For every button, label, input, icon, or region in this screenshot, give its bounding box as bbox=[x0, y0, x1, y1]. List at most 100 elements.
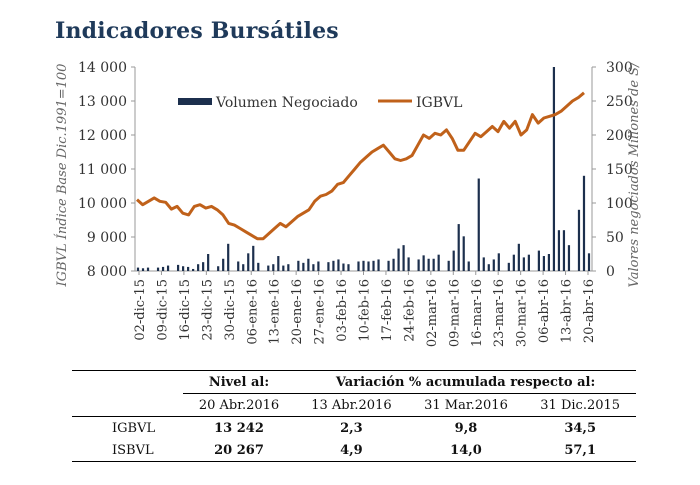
volume-bar bbox=[267, 265, 270, 271]
volume-bar bbox=[247, 253, 250, 271]
volume-bar bbox=[192, 268, 195, 271]
volume-bar bbox=[317, 261, 320, 271]
x-axis: 02-dic-15 09-dic-15 16-dic-15 23-dic-15 30-d… bbox=[133, 271, 597, 347]
volume-bar bbox=[567, 245, 571, 271]
x-tick-label: 09-mar-16 bbox=[447, 279, 462, 347]
volume-bar bbox=[492, 259, 495, 271]
volume-bar bbox=[557, 230, 561, 271]
volume-bar bbox=[176, 264, 180, 271]
volume-bar bbox=[427, 258, 430, 271]
y-right-tick-label: 0 bbox=[606, 264, 615, 280]
chart: 8 000 9 000 10 000 11 000 12 000 13 000 14 000… bbox=[54, 60, 642, 347]
volume-bar bbox=[272, 264, 275, 271]
x-tick-label: 23-dic-15 bbox=[200, 279, 215, 341]
volume-bar bbox=[187, 266, 190, 271]
volume-bar bbox=[422, 255, 425, 271]
x-tick-label: 24-feb-16 bbox=[402, 279, 417, 342]
volume-bar bbox=[552, 67, 556, 271]
x-tick-label: 10-feb-16 bbox=[358, 279, 373, 342]
volume-bar bbox=[166, 265, 170, 271]
volume-bar bbox=[577, 209, 581, 271]
x-tick-label: 09-dic-15 bbox=[155, 279, 170, 341]
y-left-tick-label: 11 000 bbox=[78, 162, 127, 178]
volume-bar bbox=[136, 267, 140, 271]
volume-bar bbox=[357, 261, 360, 271]
x-tick-label: 30-mar-16 bbox=[515, 279, 530, 347]
x-tick-label: 27-ene-16 bbox=[313, 279, 328, 345]
y-right-tick-label: 50 bbox=[606, 230, 624, 246]
chart-grid bbox=[134, 67, 593, 272]
volume-bar bbox=[457, 224, 460, 271]
volume-bar bbox=[252, 245, 255, 271]
volume-bar bbox=[562, 230, 566, 271]
igbvl-line bbox=[135, 91, 585, 241]
volume-bar bbox=[362, 260, 365, 271]
volume-bar bbox=[282, 265, 285, 271]
volume-bar bbox=[146, 267, 150, 271]
row-var-3: 34,5 bbox=[564, 420, 596, 436]
volume-bar bbox=[202, 262, 205, 271]
volume-bar bbox=[227, 243, 230, 271]
row-var-2: 9,8 bbox=[454, 420, 478, 436]
row-var-2: 14,0 bbox=[450, 442, 482, 458]
x-tick-label: 13-ene-16 bbox=[268, 279, 283, 345]
volume-bar bbox=[392, 258, 395, 271]
row-var-1: 4,9 bbox=[340, 442, 363, 458]
row-nivel: 13 242 bbox=[214, 420, 264, 436]
row-label: ISBVL bbox=[112, 442, 154, 458]
y-left-tick-label: 14 000 bbox=[78, 60, 127, 76]
volume-bar bbox=[302, 262, 305, 271]
volume-bar bbox=[487, 264, 490, 271]
row-label: IGBVL bbox=[112, 420, 156, 436]
legend: Volumen Negociado IGBVL bbox=[178, 95, 462, 111]
table-row: IGBVL 13 242 2,3 9,8 34,5 bbox=[72, 417, 636, 440]
volume-bar bbox=[312, 264, 315, 271]
x-tick-label: 03-feb-16 bbox=[335, 279, 350, 342]
x-tick-label: 30-dic-15 bbox=[223, 279, 238, 341]
volume-bar bbox=[547, 254, 551, 271]
volume-bar bbox=[242, 264, 245, 271]
volume-bar bbox=[542, 256, 545, 271]
y-axis-left-label: IGBVL Índice Base Dic.1991=100 bbox=[54, 64, 70, 288]
x-tick-label: 06-ene-16 bbox=[245, 279, 260, 345]
legend-swatch-volume bbox=[178, 98, 212, 105]
volume-bars bbox=[136, 67, 591, 271]
y-right-tick-label: 150 bbox=[606, 162, 633, 178]
volume-bar bbox=[462, 236, 465, 271]
volume-bar bbox=[437, 254, 440, 271]
x-tick-label: 13-abr-16 bbox=[560, 279, 575, 343]
y-right-tick-label: 200 bbox=[606, 128, 633, 144]
y-left-tick-label: 8 000 bbox=[87, 264, 127, 280]
x-tick-label: 17-feb-16 bbox=[380, 279, 395, 342]
volume-bar bbox=[222, 258, 225, 271]
x-tick-label: 02-mar-16 bbox=[425, 279, 440, 347]
volume-bar bbox=[307, 258, 310, 271]
y-left-tick-label: 12 000 bbox=[78, 128, 127, 144]
volume-bar bbox=[517, 243, 520, 271]
subheader-date-1: 13 Abr.2016 bbox=[295, 393, 408, 417]
y-right-tick-label: 300 bbox=[606, 60, 633, 76]
volume-bar bbox=[512, 254, 515, 271]
volume-bar bbox=[327, 262, 330, 271]
volume-bar bbox=[257, 262, 260, 271]
row-nivel: 20 267 bbox=[214, 442, 264, 458]
volume-bar bbox=[332, 260, 335, 271]
volume-bar bbox=[141, 268, 145, 271]
volume-bar bbox=[217, 266, 220, 271]
volume-bar bbox=[452, 250, 455, 271]
x-tick-label: 16-dic-15 bbox=[178, 279, 193, 341]
volume-bar bbox=[182, 266, 185, 271]
x-tick-label: 20-abr-16 bbox=[582, 279, 597, 343]
volume-bar bbox=[277, 256, 280, 271]
subheader-date-nivel: 20 Abr.2016 bbox=[182, 393, 296, 417]
subheader-blank bbox=[72, 393, 183, 417]
y-left-tick-label: 9 000 bbox=[87, 230, 127, 246]
volume-bar bbox=[477, 178, 480, 271]
legend-label-volume: Volumen Negociado bbox=[215, 95, 358, 111]
volume-bar bbox=[402, 245, 405, 271]
subheader-date-3: 31 Dic.2015 bbox=[524, 393, 636, 417]
legend-label-igbvl: IGBVL bbox=[416, 95, 462, 111]
table-row: ISBVL 20 267 4,9 14,0 57,1 bbox=[72, 439, 636, 462]
volume-bar bbox=[342, 263, 345, 271]
volume-bar bbox=[467, 261, 470, 271]
